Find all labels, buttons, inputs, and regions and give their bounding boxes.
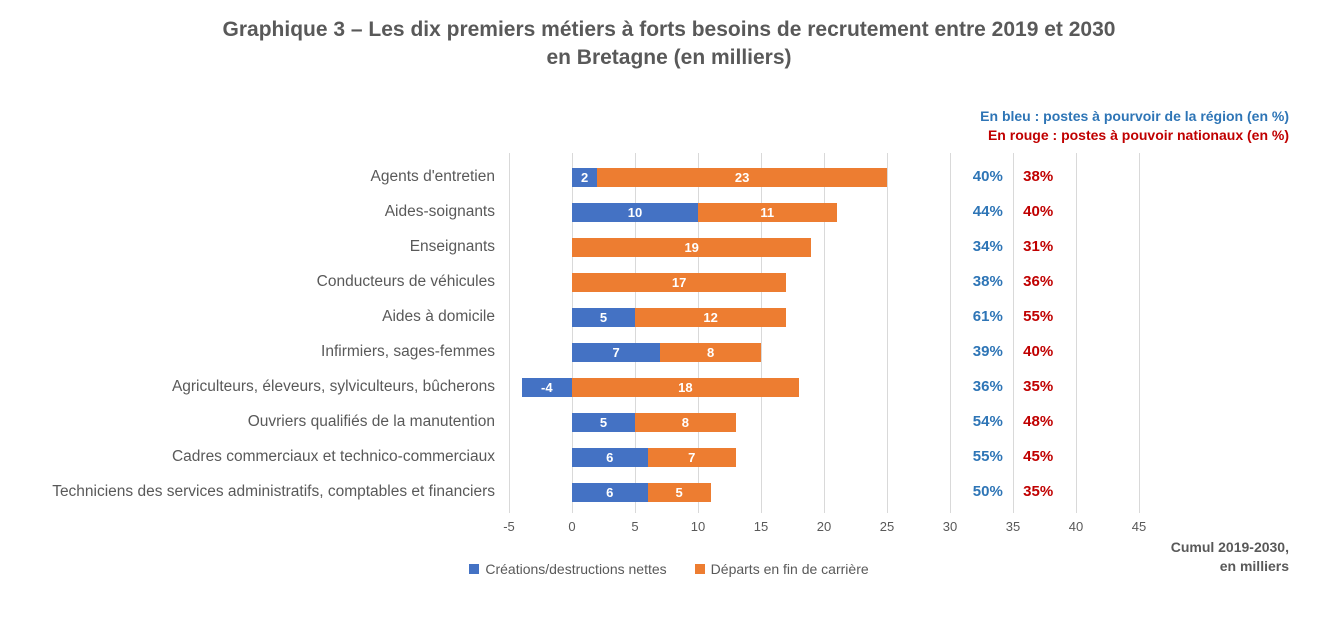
x-axis-caption-line1: Cumul 2019-2030, bbox=[1171, 539, 1289, 555]
x-tick-label: 35 bbox=[1006, 519, 1020, 534]
pct-legend-annotation: En bleu : postes à pourvoir de la région… bbox=[980, 107, 1289, 145]
annotation-blue: En bleu : postes à pourvoir de la région… bbox=[980, 108, 1289, 124]
legend-label-creations: Créations/destructions nettes bbox=[485, 561, 666, 577]
gridline bbox=[824, 153, 825, 513]
annotation-red: En rouge : postes à pouvoir nationaux (e… bbox=[988, 127, 1289, 143]
gridline bbox=[1076, 153, 1077, 513]
chart-title-line2: en Bretagne (en milliers) bbox=[546, 46, 791, 69]
gridline bbox=[1139, 153, 1140, 513]
chart-title-line1: Graphique 3 – Les dix premiers métiers à… bbox=[223, 18, 1116, 41]
gridline bbox=[761, 153, 762, 513]
legend-swatch-creations bbox=[469, 564, 479, 574]
gridline bbox=[1013, 153, 1014, 513]
x-tick-label: 15 bbox=[754, 519, 768, 534]
gridline bbox=[572, 153, 573, 513]
legend-label-departs: Départs en fin de carrière bbox=[711, 561, 869, 577]
legend-item-creations: Créations/destructions nettes bbox=[469, 561, 666, 577]
x-tick-label: 45 bbox=[1132, 519, 1146, 534]
gridline bbox=[635, 153, 636, 513]
chart-title: Graphique 3 – Les dix premiers métiers à… bbox=[169, 16, 1169, 73]
x-tick-label: 30 bbox=[943, 519, 957, 534]
page: Graphique 3 – Les dix premiers métiers à… bbox=[0, 0, 1338, 640]
gridline bbox=[887, 153, 888, 513]
gridline bbox=[509, 153, 510, 513]
plot-area bbox=[29, 153, 1309, 513]
x-tick-label: 40 bbox=[1069, 519, 1083, 534]
legend-item-departs: Départs en fin de carrière bbox=[695, 561, 869, 577]
x-tick-label: 5 bbox=[631, 519, 638, 534]
legend: Créations/destructions nettes Départs en… bbox=[29, 561, 1309, 577]
x-tick-label: 0 bbox=[568, 519, 575, 534]
gridline bbox=[698, 153, 699, 513]
x-tick-label: 25 bbox=[880, 519, 894, 534]
gridline bbox=[950, 153, 951, 513]
legend-swatch-departs bbox=[695, 564, 705, 574]
x-tick-label: -5 bbox=[503, 519, 515, 534]
x-tick-label: 20 bbox=[817, 519, 831, 534]
chart-container: En bleu : postes à pourvoir de la région… bbox=[29, 83, 1309, 583]
x-tick-label: 10 bbox=[691, 519, 705, 534]
